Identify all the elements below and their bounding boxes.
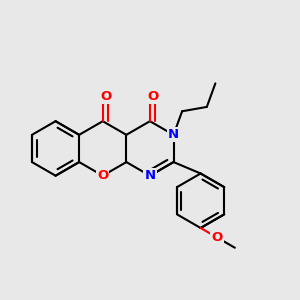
- Text: O: O: [100, 90, 112, 103]
- Text: N: N: [168, 128, 179, 141]
- Text: O: O: [97, 169, 108, 182]
- Text: O: O: [147, 90, 159, 103]
- Text: O: O: [212, 231, 223, 244]
- Text: N: N: [144, 169, 155, 182]
